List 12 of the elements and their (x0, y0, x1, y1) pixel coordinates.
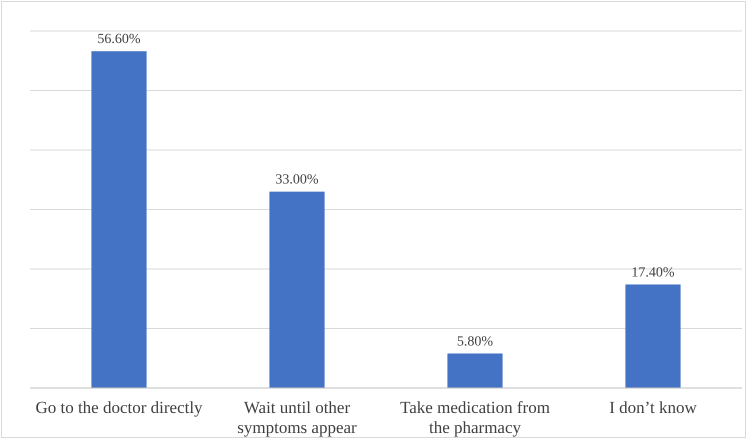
data-label: 5.80% (456, 334, 494, 350)
bar (625, 284, 681, 388)
x-tick-label: I don’t know (609, 398, 698, 417)
bar (91, 51, 147, 388)
x-tick-label: Take medication from the pharmacy (400, 398, 550, 437)
x-tick-label: Go to the doctor directly (35, 398, 204, 417)
data-label: 17.40% (631, 265, 675, 280)
data-label: 33.00% (275, 172, 319, 188)
x-tick-label: Wait until other symptoms appear (237, 398, 358, 437)
bar (269, 192, 325, 388)
data-label: 56.60% (97, 32, 141, 48)
bar (447, 353, 503, 388)
